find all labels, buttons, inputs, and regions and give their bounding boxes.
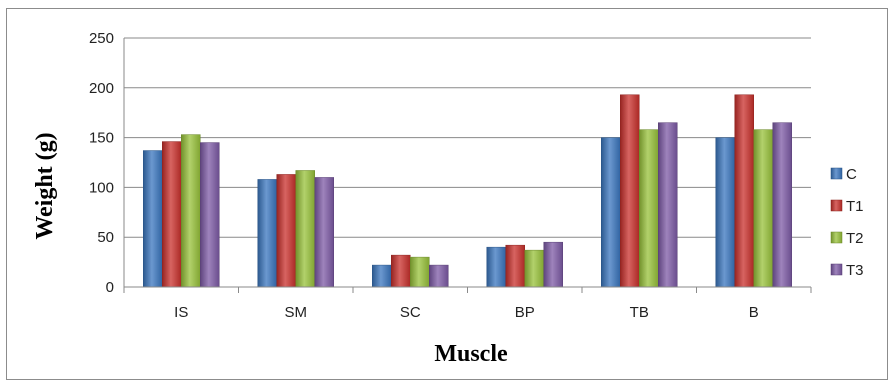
y-tick-label: 200 <box>89 80 114 97</box>
bar-T1-SM <box>276 174 296 288</box>
bar-T3-TB <box>658 122 678 288</box>
bar-C-BP <box>486 246 506 288</box>
bar-T2-BP <box>524 249 544 288</box>
legend-swatch-T1 <box>830 199 843 212</box>
x-tick-label: SM <box>285 304 308 321</box>
x-tick-label: TB <box>630 304 649 321</box>
bar-C-SM <box>257 179 277 288</box>
x-tick-label: IS <box>174 304 188 321</box>
legend-label: C <box>846 166 857 183</box>
x-tick-label: BP <box>515 304 535 321</box>
y-axis-title: Weight (g) <box>32 132 58 239</box>
bar-C-B <box>715 137 735 288</box>
bar-T3-IS <box>200 142 220 288</box>
y-tick-label: 0 <box>106 279 114 296</box>
y-tick-labels: 0 50 100 150 200 250 <box>89 30 114 296</box>
bar-T3-B <box>772 122 792 288</box>
y-tick-label: 250 <box>89 30 114 47</box>
bar-C-SC <box>372 264 392 288</box>
bar-T1-B <box>734 94 754 288</box>
legend-label: T1 <box>846 198 864 215</box>
legend-swatch-T2 <box>830 231 843 244</box>
axes <box>123 38 812 293</box>
bar-T2-IS <box>181 134 201 288</box>
bar-T2-B <box>753 129 773 288</box>
legend-label: T2 <box>846 230 864 247</box>
bar-T3-BP <box>543 241 563 288</box>
legend-swatch-T3 <box>830 263 843 276</box>
bar-C-TB <box>601 137 621 288</box>
gridlines <box>124 37 811 288</box>
x-tick-labels: IS SM SC BP TB B <box>174 304 759 321</box>
bar-T2-TB <box>639 129 659 288</box>
x-tick-label: SC <box>400 304 421 321</box>
y-tick-label: 50 <box>97 229 114 246</box>
bar-T1-IS <box>162 141 182 288</box>
bar-T2-SC <box>410 256 430 288</box>
legend-label: T3 <box>846 262 864 279</box>
bar-T1-TB <box>620 94 640 288</box>
bar-T1-BP <box>505 244 525 288</box>
bar-T3-SC <box>429 264 449 288</box>
bars <box>143 94 792 288</box>
legend-swatch-C <box>830 167 843 180</box>
bar-C-IS <box>143 150 163 288</box>
y-tick-label: 100 <box>89 179 114 196</box>
bar-T3-SM <box>314 177 334 288</box>
bar-T1-SC <box>391 254 411 288</box>
x-axis-title: Muscle <box>434 341 508 367</box>
x-tick-label: B <box>749 304 759 321</box>
y-tick-label: 150 <box>89 130 114 147</box>
bar-T2-SM <box>295 170 315 288</box>
legend: C T1 T2 T3 <box>830 166 864 279</box>
